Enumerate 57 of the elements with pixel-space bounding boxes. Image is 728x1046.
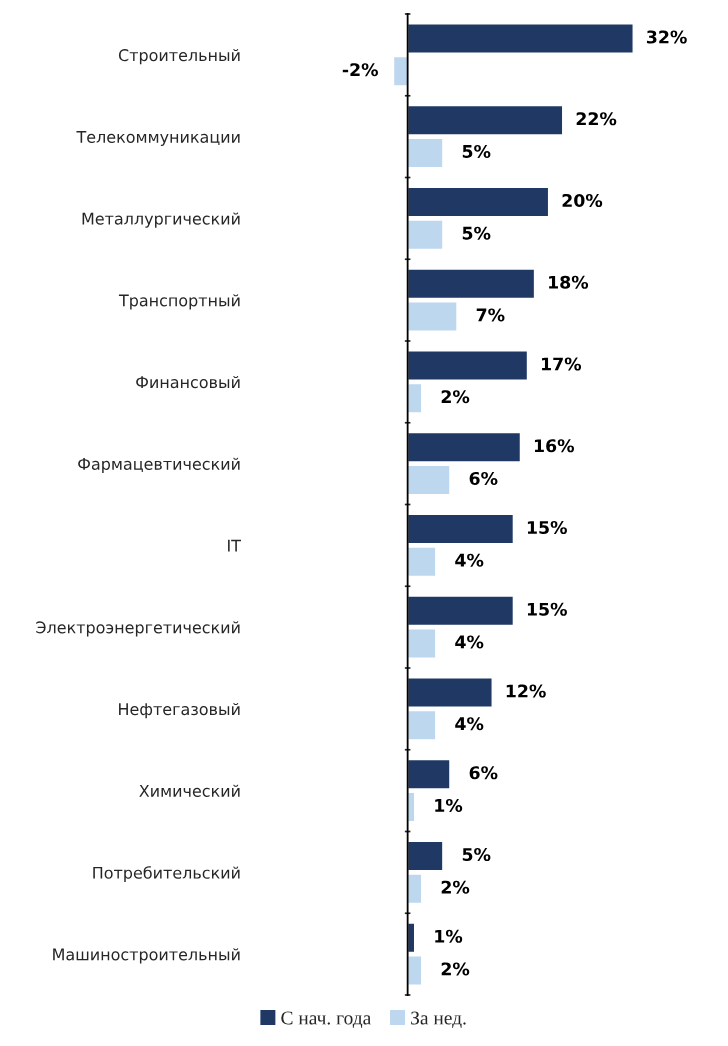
- bar: [406, 301, 458, 332]
- bar: [406, 677, 493, 708]
- legend-label: С нач. года: [281, 1011, 372, 1029]
- data-label: 5%: [462, 144, 491, 159]
- y-tick-label: Фармацевтический: [78, 457, 240, 474]
- data-label: 2%: [441, 880, 470, 894]
- data-label: 6%: [469, 766, 498, 780]
- y-tick-label: Транспортный: [118, 294, 240, 310]
- bar: [406, 513, 515, 545]
- bar: [406, 137, 444, 169]
- bar: [406, 219, 444, 251]
- bar: [392, 55, 409, 87]
- data-label: 20%: [562, 193, 603, 208]
- y-tick-label: IT: [228, 539, 242, 552]
- y-tick-label: Потребительский: [93, 866, 240, 882]
- bar: [406, 186, 550, 218]
- bar: [406, 350, 529, 381]
- bar: [406, 840, 444, 872]
- bar: [406, 23, 634, 54]
- data-label: 4%: [455, 635, 484, 649]
- data-label: 1%: [435, 929, 463, 943]
- data-label: 5%: [462, 226, 491, 240]
- data-label: 32%: [646, 30, 687, 44]
- y-tick-label: Металлургический: [82, 212, 240, 228]
- data-label: 2%: [441, 390, 470, 404]
- data-label: 4%: [455, 717, 484, 731]
- y-tick-label: Нефтегазовый: [119, 702, 240, 719]
- y-tick-label: Химический: [139, 784, 240, 797]
- y-tick-label: Электроэнергетический: [36, 621, 240, 637]
- bar: [406, 268, 536, 300]
- bar: [406, 595, 515, 627]
- bar: [406, 709, 437, 741]
- data-label: 15%: [527, 602, 567, 616]
- bar: [406, 546, 437, 578]
- data-label: 17%: [542, 357, 582, 371]
- bar: [406, 104, 564, 136]
- data-label: 22%: [576, 112, 617, 126]
- y-tick-label: Машиностроительный: [53, 948, 240, 964]
- data-label: 12%: [506, 684, 546, 698]
- data-label: 15%: [527, 520, 567, 535]
- data-label: 5%: [462, 847, 491, 862]
- legend-label: За нед.: [411, 1011, 466, 1029]
- bar: [406, 464, 451, 496]
- data-label: 4%: [455, 553, 484, 567]
- bar: [406, 758, 451, 790]
- data-label: 2%: [441, 962, 470, 976]
- data-label: 6%: [469, 471, 498, 486]
- y-tick-label: Финансовый: [136, 375, 240, 389]
- data-label: -2%: [342, 63, 378, 77]
- data-label: 1%: [435, 798, 463, 813]
- data-label: 18%: [549, 275, 589, 289]
- y-tick-label: Телекоммуникации: [76, 131, 240, 147]
- bar: [406, 431, 522, 463]
- data-label: 16%: [534, 439, 574, 453]
- bar: [406, 628, 437, 659]
- y-tick-label: Строительный: [118, 48, 240, 65]
- data-label: 7%: [476, 308, 505, 322]
